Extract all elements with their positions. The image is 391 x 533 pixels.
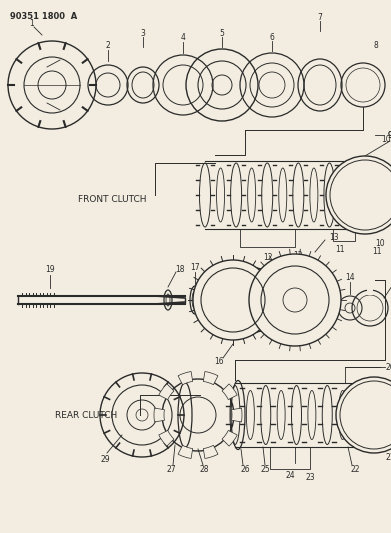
Text: 22: 22 <box>350 465 360 474</box>
Text: 9: 9 <box>388 131 391 140</box>
Text: 6: 6 <box>269 33 274 42</box>
Text: 18: 18 <box>175 265 185 274</box>
Circle shape <box>193 260 273 340</box>
Wedge shape <box>203 372 218 385</box>
Text: 9: 9 <box>388 131 391 140</box>
Text: 12: 12 <box>263 253 273 262</box>
Text: 23: 23 <box>305 472 315 481</box>
Bar <box>367 289 373 295</box>
Text: 7: 7 <box>317 12 323 21</box>
Text: 3: 3 <box>140 28 145 37</box>
Text: 12: 12 <box>293 251 303 260</box>
Text: 13: 13 <box>329 233 339 243</box>
Wedge shape <box>159 431 174 446</box>
Text: 2: 2 <box>106 41 110 50</box>
Text: 10: 10 <box>381 134 391 143</box>
Text: 29: 29 <box>100 455 110 464</box>
Text: 14: 14 <box>345 273 355 282</box>
Text: FRONT CLUTCH: FRONT CLUTCH <box>78 196 147 205</box>
Text: 90351 1800  A: 90351 1800 A <box>10 12 77 21</box>
Wedge shape <box>203 445 218 458</box>
Text: 19: 19 <box>45 265 55 274</box>
Wedge shape <box>222 384 237 400</box>
Text: 25: 25 <box>260 465 270 474</box>
Text: 11: 11 <box>372 246 382 255</box>
Text: 10: 10 <box>375 239 385 248</box>
Text: 28: 28 <box>199 465 209 474</box>
Text: 24: 24 <box>285 471 295 480</box>
Wedge shape <box>178 445 193 458</box>
Circle shape <box>336 377 391 453</box>
Text: REAR CLUTCH: REAR CLUTCH <box>55 410 117 419</box>
Circle shape <box>326 156 391 234</box>
Wedge shape <box>159 384 174 400</box>
Text: 16: 16 <box>214 358 224 367</box>
Text: 5: 5 <box>220 28 224 37</box>
Wedge shape <box>178 372 193 385</box>
Wedge shape <box>231 408 242 422</box>
Circle shape <box>249 254 341 346</box>
Text: 1: 1 <box>30 19 34 28</box>
Text: 21: 21 <box>385 453 391 462</box>
Text: 27: 27 <box>166 465 176 474</box>
Text: 17: 17 <box>190 263 200 272</box>
Text: 4: 4 <box>181 34 185 43</box>
Wedge shape <box>222 431 237 446</box>
Text: 8: 8 <box>373 41 378 50</box>
Wedge shape <box>154 408 165 422</box>
Text: 26: 26 <box>240 465 250 474</box>
Text: 11: 11 <box>335 245 345 254</box>
Text: 20: 20 <box>385 362 391 372</box>
